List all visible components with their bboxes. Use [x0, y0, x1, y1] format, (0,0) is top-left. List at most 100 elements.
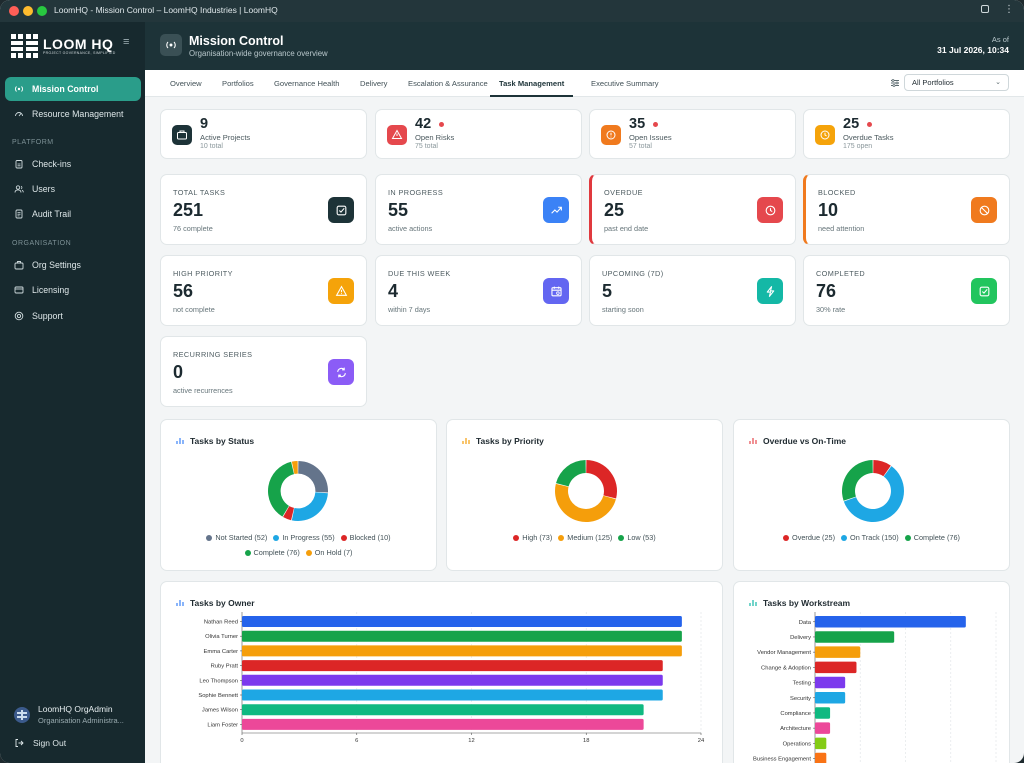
sidebar-item-support[interactable]: Support — [5, 304, 141, 328]
tab-delivery[interactable]: Delivery — [360, 79, 388, 88]
page-header: Mission Control Organisation-wide govern… — [145, 22, 1024, 70]
bar[interactable] — [815, 661, 857, 674]
donut-slice-on-track[interactable] — [843, 466, 904, 522]
bar[interactable] — [242, 689, 663, 701]
legend-item[interactable]: Blocked (10) — [340, 531, 391, 545]
bar[interactable] — [815, 722, 831, 734]
clock-icon — [815, 125, 835, 145]
sidebar-item-audit-trail[interactable]: Audit Trail — [5, 202, 141, 226]
legend-item[interactable]: In Progress (55) — [273, 531, 335, 545]
donut-slice-medium[interactable] — [555, 483, 616, 522]
tab-executive-summary[interactable]: Executive Summary — [591, 79, 659, 88]
legend-item[interactable]: On Track (150) — [841, 531, 899, 545]
kpi-card[interactable]: OVERDUE 25 past end date — [589, 174, 796, 245]
donut-slice-overdue[interactable] — [873, 460, 891, 477]
bar[interactable] — [815, 676, 846, 689]
page-title: Mission Control — [189, 34, 284, 48]
kpi-card[interactable]: DUE THIS WEEK 4 within 7 days — [375, 255, 582, 326]
legend-item[interactable]: Complete (76) — [244, 546, 300, 560]
sidebar-item-org-settings[interactable]: Org Settings — [5, 253, 141, 277]
kpi-value: 10 — [818, 200, 839, 220]
bar[interactable] — [242, 718, 644, 730]
bar[interactable] — [242, 616, 682, 627]
portfolio-select[interactable]: All Portfolios ⌄ — [904, 74, 1009, 91]
more-icon[interactable]: ⋮ — [1004, 4, 1014, 15]
title-bar: LoomHQ - Mission Control – LoomHQ Indust… — [0, 0, 1024, 22]
avatar — [14, 706, 30, 723]
chart-card-tasks-by-owner: Tasks by Owner Nathan Reed Olivia Turner E… — [160, 581, 723, 763]
donut-slice-complete[interactable] — [842, 460, 873, 501]
bar[interactable] — [242, 660, 663, 672]
donut-slice-high[interactable] — [586, 460, 617, 499]
brand-logo[interactable]: LOOM HQ PROJECT GOVERNANCE, SIMPLIFIED — [11, 34, 116, 58]
close-window-button[interactable] — [9, 6, 19, 16]
bar[interactable] — [242, 674, 663, 686]
tab-escalation-assurance[interactable]: Escalation & Assurance — [408, 79, 488, 88]
kpi-value: 251 — [173, 200, 204, 220]
user-profile[interactable]: LoomHQ OrgAdmin Organisation Administra.… — [14, 704, 124, 725]
donut-slice-in-progress[interactable] — [291, 492, 328, 521]
tab-overview[interactable]: Overview — [170, 79, 202, 88]
legend-item[interactable]: Overdue (25) — [783, 531, 835, 545]
sidebar-item-users[interactable]: Users — [5, 177, 141, 201]
stat-card[interactable]: 35 Open Issues 57 total — [589, 109, 796, 159]
legend-item[interactable]: Not Started (52) — [206, 531, 267, 545]
donut-slice-on-hold[interactable] — [291, 461, 298, 474]
kpi-card[interactable]: UPCOMING (7D) 5 starting soon — [589, 255, 796, 326]
stat-value: 42 — [415, 116, 432, 132]
donut-slice-blocked[interactable] — [283, 506, 294, 521]
bar-label: James Wilson — [202, 708, 238, 714]
as-of-date: 31 Jul 2026, 10:34 — [937, 45, 1009, 55]
legend-item[interactable]: Medium (125) — [558, 531, 612, 545]
donut-slice-complete[interactable] — [268, 461, 294, 517]
donut-slice-not-started[interactable] — [298, 461, 328, 493]
kpi-card[interactable]: RECURRING SERIES 0 active recurrences — [160, 336, 367, 407]
stat-card[interactable]: 9 Active Projects 10 total — [160, 109, 367, 159]
donut-slice-low[interactable] — [556, 460, 586, 487]
bar[interactable] — [815, 707, 831, 719]
bar[interactable] — [815, 616, 966, 628]
sign-out-button[interactable]: Sign Out — [14, 738, 66, 748]
legend-item[interactable]: On Hold (7) — [305, 546, 352, 560]
sidebar-item-check-ins[interactable]: Check-ins — [5, 152, 141, 176]
kpi-sub: past end date — [604, 224, 649, 233]
bar[interactable] — [242, 630, 682, 642]
sidebar-item-licensing[interactable]: Licensing — [5, 278, 141, 302]
sidebar-item-mission-control[interactable]: Mission Control — [5, 77, 141, 101]
legend-label: In Progress (55) — [282, 533, 335, 542]
owner-bar-chart: Nathan Reed Olivia Turner Emma Carter Ruby … — [198, 612, 705, 744]
maximize-window-button[interactable] — [37, 6, 47, 16]
bar-label: Business Engagement — [753, 757, 811, 763]
bar-label: Sophie Bennett — [198, 693, 238, 699]
tab-task-management[interactable]: Task Management — [490, 70, 574, 97]
stat-card[interactable]: 25 Overdue Tasks 175 open — [803, 109, 1010, 159]
bar[interactable] — [815, 737, 827, 750]
kpi-sub: active recurrences — [173, 386, 233, 395]
legend-label: Overdue (25) — [792, 533, 836, 542]
legend-label: Complete (76) — [913, 533, 960, 542]
bar[interactable] — [242, 704, 644, 716]
bar[interactable] — [815, 646, 861, 658]
bar[interactable] — [815, 692, 846, 704]
stat-card[interactable]: 42 Open Risks 75 total — [375, 109, 582, 159]
legend-item[interactable]: High (73) — [513, 531, 552, 545]
kpi-card[interactable]: TOTAL TASKS 251 76 complete — [160, 174, 367, 245]
kpi-card[interactable]: COMPLETED 76 30% rate — [803, 255, 1010, 326]
filter-icon[interactable] — [890, 78, 900, 88]
tab-portfolios[interactable]: Portfolios — [222, 79, 254, 88]
kpi-card[interactable]: HIGH PRIORITY 56 not complete — [160, 255, 367, 326]
menu-toggle-icon[interactable]: ≡ — [123, 36, 130, 48]
sidebar-item-resource-management[interactable]: Resource Management — [5, 102, 141, 126]
legend-item[interactable]: Low (53) — [618, 531, 656, 545]
bar[interactable] — [815, 752, 827, 763]
bar[interactable] — [242, 645, 682, 657]
legend-item[interactable]: Complete (76) — [904, 531, 960, 545]
chart-title-text: Tasks by Owner — [190, 598, 255, 608]
tab-governance-health[interactable]: Governance Health — [274, 79, 340, 88]
x-tick-label: 0 — [240, 738, 243, 744]
bar[interactable] — [815, 631, 895, 643]
minimize-window-button[interactable] — [23, 6, 33, 16]
extension-icon[interactable] — [980, 4, 990, 14]
kpi-card[interactable]: IN PROGRESS 55 active actions — [375, 174, 582, 245]
kpi-card[interactable]: BLOCKED 10 need attention — [803, 174, 1010, 245]
